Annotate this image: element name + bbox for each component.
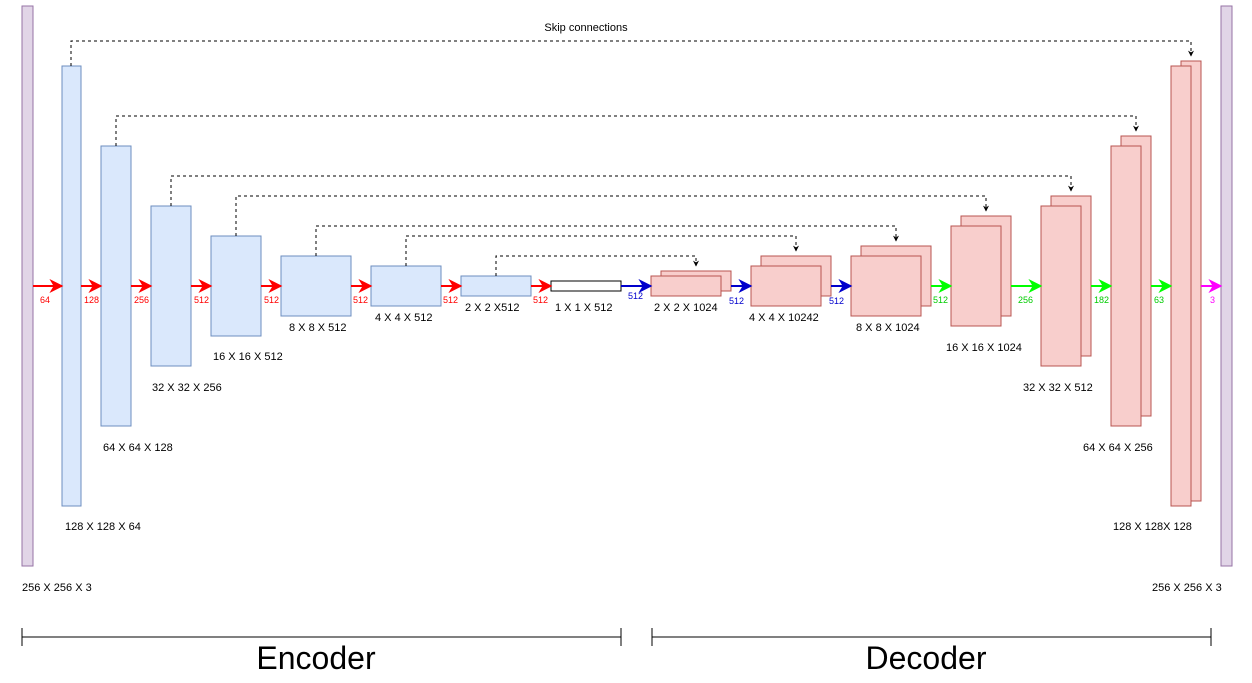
encoder-block-3 <box>150 205 192 367</box>
bottleneck-block <box>550 280 622 292</box>
encoder-block-1 <box>61 65 82 507</box>
dim-e6: 4 X 4 X 512 <box>375 312 433 324</box>
dim-d7: 128 X 128X 128 <box>1113 521 1192 533</box>
ch-e6: 512 <box>353 295 368 305</box>
dim-e1: 128 X 128 X 64 <box>65 521 141 533</box>
skip-1 <box>70 40 1194 66</box>
dim-d6: 64 X 64 X 256 <box>1083 442 1153 454</box>
ch-b1: 512 <box>628 291 643 301</box>
ch-output: 3 <box>1210 295 1215 305</box>
dim-e2: 64 X 64 X 128 <box>103 442 173 454</box>
decoder-block-2-front <box>750 265 822 307</box>
encoder-channel-labels: 64 128 256 512 512 512 512 512 <box>40 295 548 305</box>
dim-e3: 32 X 32 X 256 <box>152 382 222 394</box>
ch-e1: 64 <box>40 295 50 305</box>
encoder-dim-labels: 128 X 128 X 64 64 X 64 X 128 32 X 32 X 2… <box>65 302 519 533</box>
encoder-blocks <box>61 65 532 507</box>
skip-2 <box>115 115 1139 146</box>
decoder-block-4-front <box>950 225 1002 327</box>
decoder-block-7-front <box>1170 65 1192 507</box>
dim-bottleneck: 1 X 1 X 512 <box>555 302 613 314</box>
skip-3 <box>170 175 1074 206</box>
decoder-blocks <box>650 60 1202 507</box>
decoder-block-3-front <box>850 255 922 317</box>
decoder-block-5-front <box>1040 205 1082 367</box>
skip-6 <box>405 235 799 266</box>
output-dim-label: 256 X 256 X 3 <box>1152 582 1222 594</box>
skip-5 <box>315 225 899 256</box>
ch-e2: 128 <box>84 295 99 305</box>
skip-connections-title: Skip connections <box>544 22 628 34</box>
dim-d4: 16 X 16 X 1024 <box>946 342 1022 354</box>
decoder-label: Decoder <box>866 640 987 676</box>
ch-d3: 182 <box>1094 295 1109 305</box>
ch-d4: 63 <box>1154 295 1164 305</box>
decoder-block-6-front <box>1110 145 1142 427</box>
encoder-label: Encoder <box>256 640 376 676</box>
ch-d1: 512 <box>933 295 948 305</box>
input-image-bar <box>21 5 34 567</box>
ch-e8: 512 <box>533 295 548 305</box>
encoder-block-5 <box>280 255 352 317</box>
encoder-block-6 <box>370 265 442 307</box>
dim-d5: 32 X 32 X 512 <box>1023 382 1093 394</box>
skip-4 <box>235 195 989 236</box>
skip-7 <box>495 255 699 276</box>
output-image-bar <box>1220 5 1233 567</box>
ch-d2: 256 <box>1018 295 1033 305</box>
ch-e7: 512 <box>443 295 458 305</box>
dim-d1: 2 X 2 X 1024 <box>654 302 718 314</box>
encoder-block-2 <box>100 145 132 427</box>
encoder-bracket <box>21 628 622 646</box>
dim-d3: 8 X 8 X 1024 <box>856 322 920 334</box>
decoder-dim-labels: 2 X 2 X 1024 4 X 4 X 10242 8 X 8 X 1024 … <box>654 302 1192 533</box>
dim-e5: 8 X 8 X 512 <box>289 322 347 334</box>
encoder-block-4 <box>210 235 262 337</box>
dim-e7: 2 X 2 X512 <box>465 302 519 314</box>
ch-b2: 512 <box>729 296 744 306</box>
decoder-block-1-front <box>650 275 722 297</box>
bottleneck-channel-labels: 512 512 512 <box>628 291 844 306</box>
skip-connections <box>70 40 1194 276</box>
encoder-block-7 <box>460 275 532 297</box>
ch-e3: 256 <box>134 295 149 305</box>
dim-e4: 16 X 16 X 512 <box>213 351 283 363</box>
dim-d2: 4 X 4 X 10242 <box>749 312 819 324</box>
decoder-bracket <box>651 628 1212 646</box>
ch-e5: 512 <box>264 295 279 305</box>
input-dim-label: 256 X 256 X 3 <box>22 582 92 594</box>
ch-b3: 512 <box>829 296 844 306</box>
decoder-channel-labels: 512 256 182 63 <box>933 295 1164 305</box>
ch-e4: 512 <box>194 295 209 305</box>
